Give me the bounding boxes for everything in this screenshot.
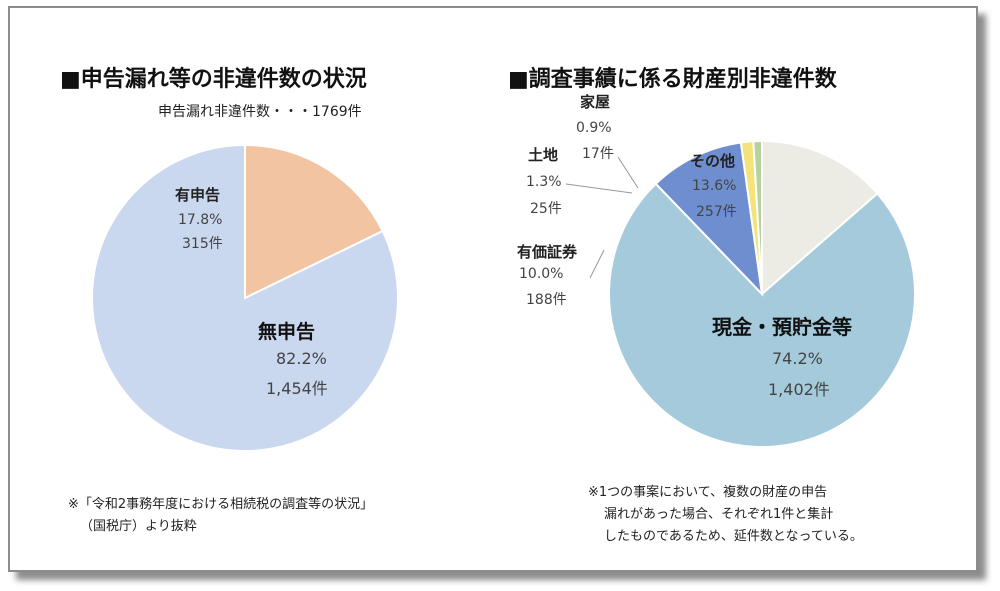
chart2-slice-label-percent-sonota: 13.6% [692, 178, 736, 194]
chart1-slice-label-name-1: 有申告 [175, 186, 220, 204]
chart2-slice-label-count-genkin: 1,402件 [768, 380, 830, 399]
pie-chart-1 [91, 143, 399, 452]
chart2-slice-label-percent-kaoku: 0.9% [576, 120, 612, 136]
chart2-slice-label-name-sonota: その他 [690, 152, 735, 170]
chart1-footnote-line-2: （国税庁）より抜粋 [80, 518, 197, 534]
chart2-slice-label-name-tochi: 土地 [528, 146, 558, 164]
chart1-title: ■申告漏れ等の非違件数の状況 [60, 66, 367, 92]
chart2-slice-label-count-tochi: 25件 [530, 201, 562, 217]
chart2-footnote-line-2: 漏れがあった場合、それぞれ1件と集計 [604, 506, 833, 522]
leader-line-kaoku [617, 156, 639, 189]
pie-chart-2 [608, 139, 916, 448]
pie-slice-sonota [761, 139, 879, 297]
chart1-slice-label-count-2: 1,454件 [266, 379, 328, 398]
pie-slice-genkin-yochokin [608, 182, 916, 448]
chart2-slice-label-name-genkin: 現金・預貯金等 [712, 315, 852, 339]
chart1-slice-label-name-2: 無申告 [258, 320, 315, 343]
pie-slice-mushinkoku [91, 143, 399, 452]
chart2-title: ■調査事績に係る財産別非違件数 [508, 66, 838, 92]
chart2-slice-label-count-kaoku: 17件 [582, 146, 614, 162]
leader-line-tochi [565, 183, 633, 194]
chart1-slice-label-percent-2: 82.2% [276, 349, 327, 368]
chart1-slice-label-percent-1: 17.8% [178, 212, 222, 228]
pie-slice-yuka-shoken [654, 141, 764, 297]
leader-line-yuka [589, 249, 605, 279]
chart1-slice-label-count-1: 315件 [182, 236, 223, 252]
chart2-slice-label-count-sonota: 257件 [696, 204, 737, 220]
chart2-slice-label-name-kaoku: 家屋 [580, 93, 610, 111]
chart2-slice-label-percent-tochi: 1.3% [526, 174, 562, 190]
chart2-footnote-line-1: ※1つの事案において、複数の財産の申告 [588, 484, 827, 500]
chart1-footnote-line-1: ※「令和2事務年度における相続税の調査等の状況」 [68, 496, 373, 512]
chart2-slice-label-name-yuka: 有価証券 [517, 243, 578, 261]
chart2-slice-label-count-yuka: 188件 [526, 292, 567, 308]
chart2-slice-label-percent-genkin: 74.2% [772, 349, 823, 368]
chart2-footnote-line-3: したものであるため、延件数となっている。 [604, 529, 863, 544]
chart1-subtitle: 申告漏れ非違件数・・・1769件 [158, 104, 362, 120]
chart2-slice-label-percent-yuka: 10.0% [519, 266, 563, 282]
pie-slice-kaoku [752, 139, 763, 295]
pie-slice-yuushinkoku [244, 143, 384, 300]
